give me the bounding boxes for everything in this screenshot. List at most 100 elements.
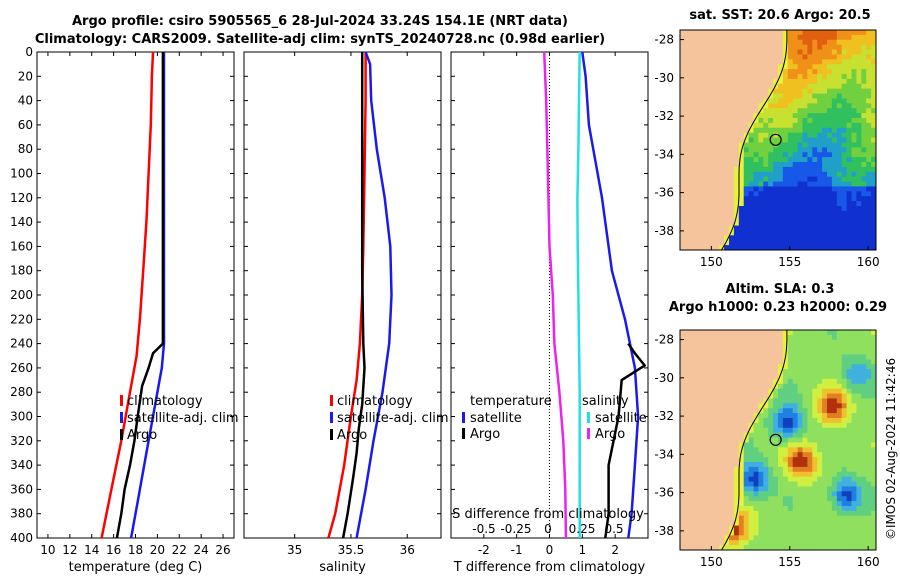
map-cell <box>689 103 696 109</box>
map-cell <box>709 230 715 236</box>
map-cell <box>851 452 857 458</box>
map-cell <box>822 132 828 138</box>
map-cell <box>684 54 691 60</box>
map-cell <box>709 93 715 99</box>
map-cell <box>841 354 847 360</box>
map-cell <box>856 220 862 226</box>
map-cell <box>851 471 857 478</box>
map-cell <box>797 427 803 434</box>
map-cell <box>699 496 705 502</box>
map-cell <box>787 506 794 512</box>
map-cell <box>753 359 759 365</box>
map-cell <box>743 354 749 360</box>
map-cell <box>704 240 710 246</box>
map-cell <box>841 359 847 365</box>
map-cell <box>709 142 715 148</box>
map-cell <box>763 176 769 182</box>
map-cell <box>709 530 715 536</box>
map-cell <box>866 225 872 231</box>
map-cell <box>778 191 784 197</box>
map-cell <box>778 122 784 129</box>
map-cell <box>817 359 823 365</box>
map-cell <box>724 403 730 409</box>
map-cell <box>753 157 759 163</box>
map-cell <box>719 383 725 390</box>
map-cell <box>851 520 857 526</box>
map-cell <box>733 74 740 80</box>
map-cell <box>841 530 847 536</box>
map-cell <box>753 476 759 482</box>
map-cell <box>787 491 794 497</box>
map-cell <box>812 422 818 429</box>
map-cell <box>684 157 691 163</box>
map-cell <box>817 525 823 531</box>
map-cell <box>851 364 857 370</box>
map-cell <box>724 369 730 375</box>
map-cell <box>753 330 759 336</box>
map-cell <box>763 64 769 70</box>
map-cell <box>738 103 745 109</box>
map-cell <box>684 142 691 148</box>
map-cell <box>694 515 700 522</box>
map-cell <box>768 359 774 365</box>
map-cell <box>846 59 852 65</box>
map-cell <box>724 206 730 212</box>
map-cell <box>778 142 784 148</box>
map-cell <box>724 530 730 536</box>
map-cell <box>733 486 740 492</box>
map-cell <box>846 142 852 148</box>
map-cell <box>831 525 838 531</box>
map-cell <box>802 78 808 85</box>
map-cell <box>866 245 872 251</box>
map-cell <box>689 152 696 158</box>
map-cell <box>753 230 759 236</box>
map-cell <box>831 408 838 414</box>
map-cell <box>689 49 696 55</box>
map-cell <box>827 162 833 168</box>
map-cell <box>689 30 696 36</box>
map-cell <box>714 535 720 541</box>
map-cell <box>841 225 847 231</box>
map-cell <box>719 30 725 36</box>
map-cell <box>773 206 779 212</box>
map-cell <box>797 240 803 246</box>
map-cell <box>812 240 818 246</box>
map-cell <box>714 83 720 90</box>
map-cell <box>836 545 843 551</box>
map-cell <box>763 476 769 482</box>
map-cell <box>753 54 759 60</box>
map-cell <box>758 369 764 375</box>
map-cell <box>773 378 779 385</box>
map-cell <box>763 427 769 434</box>
map-cell <box>871 196 877 202</box>
map-cell <box>763 413 769 419</box>
map-cell <box>871 378 877 385</box>
map-cell <box>871 388 877 394</box>
map-cell <box>827 378 833 385</box>
map-cell <box>866 69 872 75</box>
map-cell <box>753 196 759 202</box>
map-cell <box>704 374 710 380</box>
map-cell <box>856 166 862 173</box>
map-cell <box>768 432 774 438</box>
map-cell <box>792 74 798 80</box>
map-cell <box>841 457 847 463</box>
map-cell <box>694 147 700 153</box>
map-cell <box>827 44 833 50</box>
map-cell <box>704 69 710 75</box>
map-cell <box>768 466 774 473</box>
map-cell <box>773 127 779 134</box>
map-cell <box>822 176 828 182</box>
map-cell <box>846 344 852 350</box>
map-cell <box>836 413 843 419</box>
map-cell <box>807 334 813 341</box>
map-cell <box>763 74 769 80</box>
map-cell <box>871 103 877 109</box>
map-cell <box>689 408 696 414</box>
map-cell <box>802 108 808 114</box>
map-cell <box>836 530 843 536</box>
map-cell <box>763 354 769 360</box>
map-cell <box>743 166 749 173</box>
map-cell <box>802 240 808 246</box>
map-cell <box>729 374 735 380</box>
